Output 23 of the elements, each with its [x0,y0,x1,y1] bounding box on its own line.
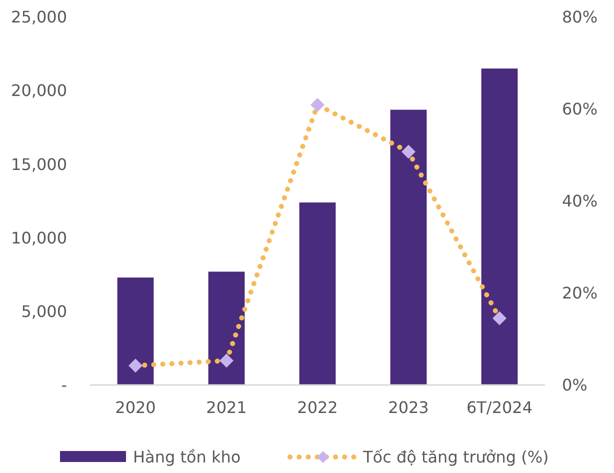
y-tick-label: - [61,376,67,395]
bar [390,110,427,385]
legend-label: Hàng tồn kho [133,448,241,467]
y-tick-label: 25,000 [11,8,67,27]
y-tick-label: 10,000 [11,228,67,248]
x-tick-label: 6T/2024 [466,398,533,417]
y-tick-label: 15,000 [11,154,67,174]
bar [481,68,518,385]
y2-tick-label: 40% [562,192,598,211]
x-tick-label: 2020 [115,398,156,417]
bar [208,272,245,385]
bar [299,202,336,385]
y2-tick-label: 60% [562,100,598,119]
y2-tick-label: 20% [562,284,598,303]
y-tick-label: 5,000 [21,302,67,321]
y-tick-label: 20,000 [11,81,67,100]
x-tick-label: 2022 [297,398,338,417]
y2-tick-label: 0% [562,376,588,395]
x-tick-label: 2023 [388,398,429,417]
x-tick-label: 2021 [206,398,247,417]
bar [117,278,154,385]
legend-label: Tốc độ tăng trưởng (%) [362,448,549,467]
y2-tick-label: 80% [562,8,598,27]
